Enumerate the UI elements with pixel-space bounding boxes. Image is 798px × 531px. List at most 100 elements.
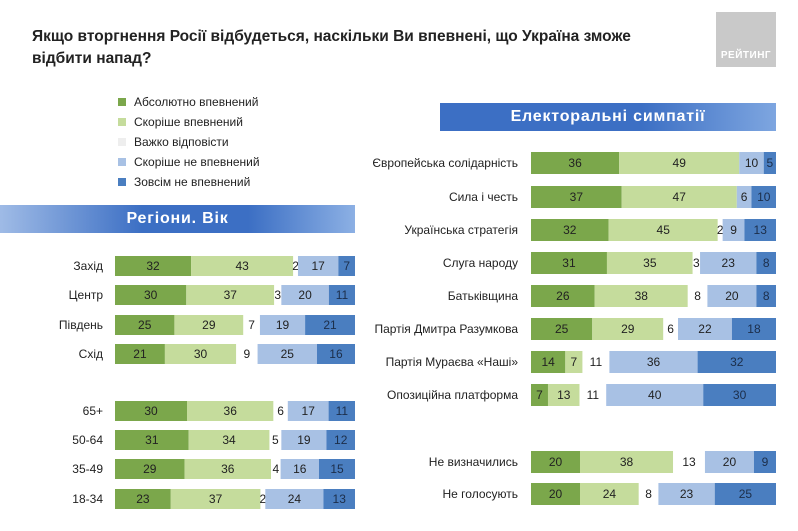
bar-segment [714, 483, 776, 505]
bar-segment [531, 451, 580, 473]
legend-swatch [118, 118, 126, 126]
category-label: 50-64 [72, 433, 103, 447]
legend-item-rather-confident: Скоріше впевнений [118, 112, 260, 132]
data-label: 30 [733, 388, 747, 402]
data-label: 22 [698, 322, 712, 336]
data-label: 36 [568, 156, 582, 170]
data-label: 25 [138, 318, 152, 332]
data-label: 7 [536, 388, 543, 402]
data-label: 37 [570, 190, 584, 204]
data-label: 38 [620, 455, 634, 469]
data-label: 10 [757, 190, 771, 204]
bar-segment [186, 285, 275, 305]
bar-segment [658, 483, 715, 505]
category-label: Захід [73, 259, 103, 273]
data-label: 2 [717, 223, 724, 237]
chart-title: Якщо вторгнення Росії відбудеться, наскі… [32, 28, 631, 67]
bar-segment [174, 315, 244, 335]
legend-item-not-confident-at-all: Зовсім не впевнений [118, 172, 260, 192]
bar-segment [184, 459, 271, 479]
bar-segment [269, 430, 282, 450]
category-label: Не визначились [429, 455, 518, 469]
legend-label: Абсолютно впевнений [134, 95, 259, 109]
bar-segment [293, 256, 298, 276]
data-label: 7 [343, 259, 350, 273]
bar-segment [319, 459, 355, 479]
legend-label: Скоріше впевнений [134, 115, 243, 129]
data-label: 14 [541, 355, 555, 369]
bar-segment [704, 451, 754, 473]
category-label: Сила і честь [449, 190, 518, 204]
data-label: 9 [730, 223, 737, 237]
category-label: Українська стратегія [404, 223, 518, 237]
bar-segment [115, 489, 171, 509]
bar-segment [673, 451, 705, 473]
data-label: 20 [725, 289, 739, 303]
bar-segment [580, 483, 639, 505]
data-label: 34 [222, 433, 236, 447]
data-label: 5 [272, 433, 279, 447]
data-label: 30 [194, 347, 208, 361]
data-label: 25 [281, 347, 295, 361]
category-label: Центр [69, 288, 104, 302]
bar-segment [707, 285, 757, 307]
data-label: 19 [297, 433, 311, 447]
bar-segment [115, 344, 165, 364]
category-label: Європейська солідарність [372, 156, 518, 170]
category-label: Слуга народу [443, 256, 518, 270]
bar-segment [531, 252, 607, 274]
data-label: 11 [587, 388, 600, 402]
data-label: 32 [146, 259, 160, 273]
data-label: 36 [224, 404, 238, 418]
data-label: 21 [323, 318, 337, 332]
bar-segment [663, 318, 678, 340]
legend-item-absolutely-confident: Абсолютно впевнений [118, 92, 260, 112]
category-label: Не голосують [443, 487, 519, 501]
bar-segment [736, 186, 752, 208]
data-label: 8 [645, 487, 652, 501]
bar-segment [592, 318, 664, 340]
data-label: 24 [288, 492, 302, 506]
bar-segment [756, 285, 776, 307]
bar-segment [547, 384, 580, 406]
bar-segment [531, 285, 595, 307]
bar-segment [265, 489, 324, 509]
bar-segment [744, 219, 776, 241]
bar-segment [722, 219, 745, 241]
data-label: 8 [763, 289, 770, 303]
data-label: 49 [673, 156, 687, 170]
bar-segment [271, 459, 281, 479]
data-label: 2 [292, 259, 299, 273]
bar-segment [531, 351, 566, 373]
data-label: 8 [694, 289, 701, 303]
electoral-sympathies-banner: Електоральні симпатії [440, 103, 776, 131]
category-label: 65+ [83, 404, 103, 418]
bar-segment [115, 256, 192, 276]
bar-segment [580, 451, 674, 473]
data-label: 6 [277, 404, 284, 418]
bar-segment [316, 344, 355, 364]
data-label: 7 [571, 355, 578, 369]
data-label: 31 [562, 256, 576, 270]
bar-segment [531, 186, 622, 208]
bar-segment [115, 401, 187, 421]
bar-segment [697, 351, 776, 373]
bar-segment [280, 459, 319, 479]
bar-segment [281, 430, 327, 450]
data-label: 21 [133, 347, 147, 361]
bar-segment [687, 285, 708, 307]
data-label: 6 [667, 322, 674, 336]
data-label: 32 [563, 223, 577, 237]
data-label: 10 [745, 156, 759, 170]
bar-segment [731, 318, 776, 340]
data-label: 16 [293, 462, 307, 476]
data-label: 20 [298, 288, 312, 302]
data-label: 17 [311, 259, 325, 273]
legend-label: Важко відповісти [134, 135, 229, 149]
bar-segment [323, 489, 355, 509]
bar-segment [608, 219, 718, 241]
data-label: 3 [274, 288, 281, 302]
data-label: 31 [145, 433, 159, 447]
category-label: 35-49 [72, 462, 103, 476]
